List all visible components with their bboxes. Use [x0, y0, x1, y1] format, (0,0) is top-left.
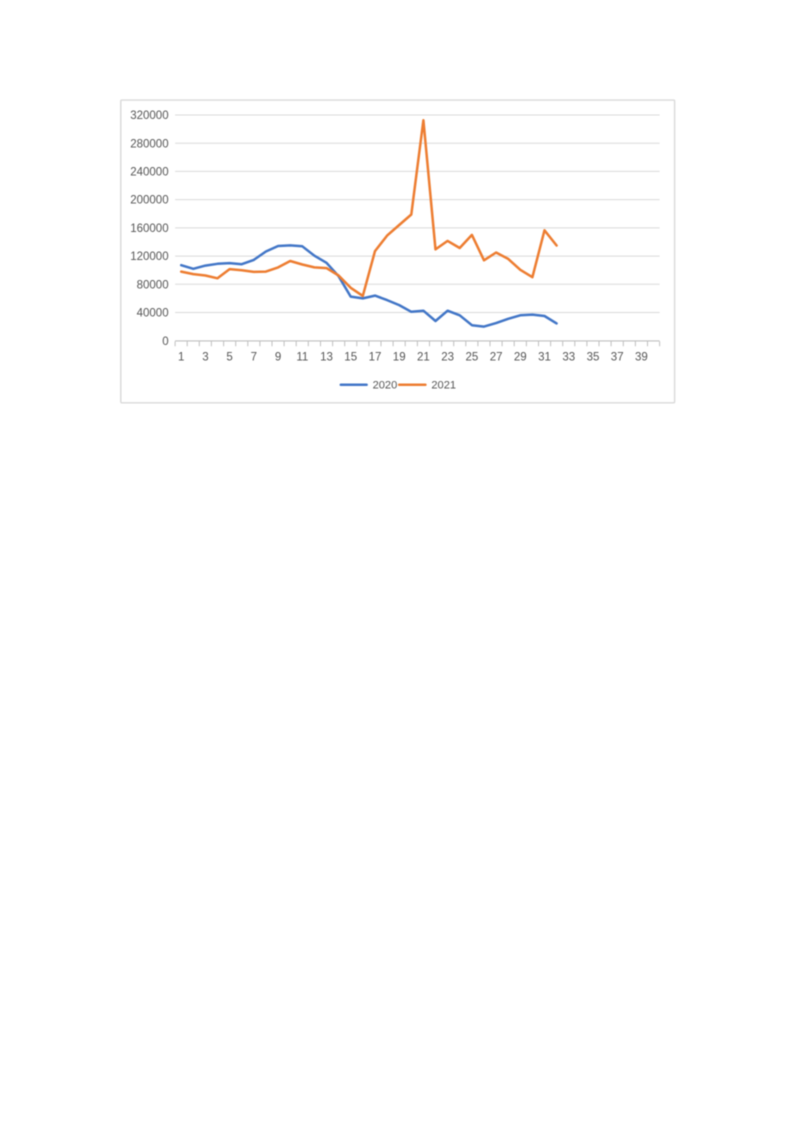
svg-text:240000: 240000 [130, 167, 168, 179]
svg-text:80000: 80000 [137, 279, 169, 291]
svg-text:39: 39 [635, 351, 648, 363]
svg-text:25: 25 [466, 351, 479, 363]
svg-text:15: 15 [344, 351, 357, 363]
svg-text:13: 13 [320, 351, 333, 363]
svg-text:11: 11 [296, 351, 308, 363]
svg-text:17: 17 [369, 351, 382, 363]
svg-text:9: 9 [275, 351, 281, 363]
svg-text:27: 27 [490, 351, 503, 363]
svg-text:2020: 2020 [373, 380, 398, 392]
svg-text:33: 33 [562, 351, 575, 363]
svg-text:31: 31 [538, 351, 551, 363]
svg-text:2021: 2021 [431, 380, 456, 392]
svg-text:120000: 120000 [130, 251, 168, 263]
svg-text:1: 1 [178, 351, 184, 363]
svg-text:3: 3 [202, 351, 208, 363]
svg-text:21: 21 [417, 351, 430, 363]
svg-text:320000: 320000 [130, 110, 168, 122]
svg-text:29: 29 [514, 351, 527, 363]
svg-text:200000: 200000 [130, 195, 168, 207]
svg-text:160000: 160000 [130, 223, 168, 235]
svg-text:0: 0 [162, 336, 168, 348]
svg-text:37: 37 [611, 351, 624, 363]
svg-text:5: 5 [226, 351, 232, 363]
svg-text:7: 7 [251, 351, 257, 363]
svg-text:35: 35 [587, 351, 600, 363]
svg-text:23: 23 [441, 351, 454, 363]
svg-text:40000: 40000 [137, 308, 169, 320]
svg-text:19: 19 [393, 351, 406, 363]
svg-text:280000: 280000 [130, 138, 168, 150]
